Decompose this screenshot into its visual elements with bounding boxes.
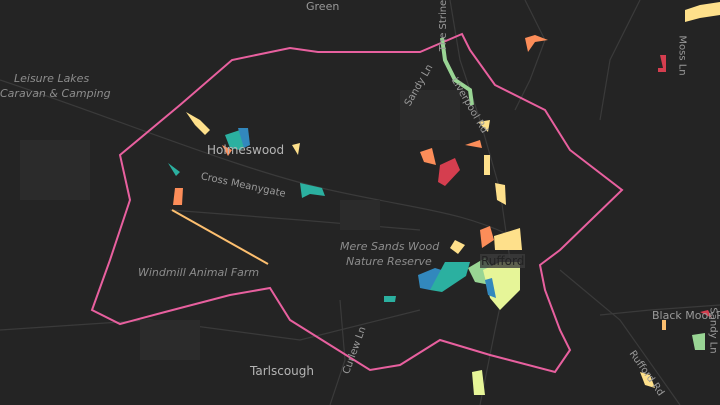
fields xyxy=(20,90,460,360)
label-caravan: Caravan & Camping xyxy=(0,87,111,100)
label-leisure-lakes: Leisure Lakes xyxy=(14,72,90,85)
label-rufford[interactable]: Rufford xyxy=(480,254,526,268)
label-black-moor-rd: Black Moor Rd xyxy=(652,309,720,322)
label-the-strine: The Strine xyxy=(438,0,450,52)
label-windmill-farm: Windmill Animal Farm xyxy=(138,266,260,279)
area-boundary xyxy=(90,32,624,374)
label-moss-ln: Moss Ln xyxy=(676,35,688,76)
coloured-areas xyxy=(168,2,720,395)
label-nature-reserve: Nature Reserve xyxy=(346,255,432,268)
label-sandy-ln-east: Sandy Ln xyxy=(707,307,719,354)
label-mere-sands-wood: Mere Sands Wood xyxy=(340,240,440,253)
label-holmeswood[interactable]: Holmeswood xyxy=(207,143,285,157)
label-tarlscough[interactable]: Tarlscough xyxy=(250,364,314,378)
label-green: Green xyxy=(306,0,340,13)
